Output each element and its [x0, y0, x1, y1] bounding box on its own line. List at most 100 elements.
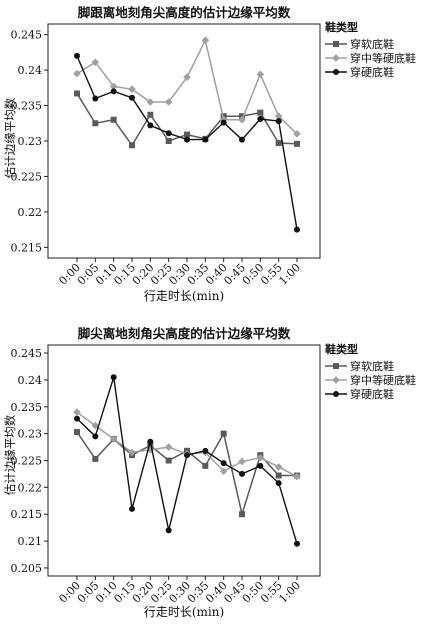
data-point: [165, 138, 172, 144]
data-point: [165, 527, 172, 534]
data-point: [257, 462, 264, 469]
data-point: [275, 472, 282, 479]
data-point: [92, 120, 99, 127]
y-tick-label: 0.245: [11, 29, 43, 42]
data-point: [147, 111, 154, 118]
data-point: [147, 442, 154, 449]
legend-swatch: [325, 69, 347, 75]
plot-area: 0.2150.220.2250.230.2350.240.2450:000:05…: [11, 23, 321, 288]
series-line: [76, 411, 298, 478]
data-point: [202, 447, 209, 454]
plot-frame: [47, 344, 321, 577]
legend-swatch: [325, 41, 347, 47]
y-tick-label: 0.225: [11, 170, 43, 183]
data-point: [147, 122, 154, 129]
legend-swatch: [325, 54, 347, 62]
y-tick-label: 0.22: [18, 481, 43, 494]
legend-item: 穿软底鞋: [325, 359, 416, 373]
data-point: [74, 429, 80, 436]
legend-label: 穿中等硬底鞋: [350, 52, 416, 65]
data-point: [129, 94, 135, 101]
y-tick-label: 0.24: [18, 64, 43, 77]
data-point: [202, 136, 209, 143]
data-point: [91, 58, 100, 67]
data-point: [275, 118, 282, 125]
data-point: [257, 109, 264, 116]
data-point: [257, 116, 264, 123]
data-point: [129, 505, 135, 512]
legend-title: 鞋类型: [325, 21, 358, 34]
data-point: [74, 90, 80, 97]
y-tick-label: 0.235: [11, 401, 43, 414]
y-tick-label: 0.215: [11, 241, 43, 254]
y-tick-label: 0.235: [11, 100, 43, 113]
data-point: [294, 226, 300, 233]
y-tick-label: 0.205: [11, 562, 43, 575]
legend-marker: [333, 363, 339, 369]
legend-label: 穿软底鞋: [350, 38, 394, 51]
legend-item: 穿中等硬底鞋: [325, 373, 416, 387]
y-tick-label: 0.215: [11, 508, 43, 521]
data-point: [91, 421, 100, 430]
data-point: [165, 130, 172, 137]
data-point: [220, 430, 227, 437]
data-point: [184, 452, 190, 459]
y-axis-label: 估计边缘平均数: [3, 97, 17, 179]
data-point: [109, 82, 118, 91]
data-point: [110, 374, 117, 381]
data-point: [294, 540, 300, 547]
data-point: [274, 112, 283, 120]
chart-panel-heel: 脚跟离地刻角尖高度的估计边缘平均数 0.215 0.22 0.225 0.23 0.23…: [0, 0, 442, 313]
data-point: [92, 95, 99, 102]
data-point: [92, 433, 99, 440]
data-point: [239, 470, 245, 477]
data-point: [275, 480, 282, 487]
chart-title: 脚尖离地刻角尖高度的估计边缘平均数: [77, 326, 291, 341]
data-point: [183, 73, 191, 81]
legend: 鞋类型 穿软底鞋 穿中等硬底鞋 穿硬底鞋: [325, 341, 416, 401]
legend-marker: [332, 376, 340, 384]
data-point: [110, 88, 117, 95]
data-point: [128, 448, 136, 457]
y-tick-label: 0.225: [11, 455, 43, 468]
data-point: [202, 462, 209, 469]
data-point: [184, 136, 190, 143]
series-line: [76, 376, 298, 545]
y-tick-label: 0.22: [18, 206, 43, 219]
legend-title: 鞋类型: [325, 343, 358, 356]
data-point: [109, 435, 118, 443]
y-tick-label: 0.245: [11, 347, 43, 360]
y-tick-label: 0.21: [18, 535, 43, 548]
series-line: [76, 431, 297, 518]
legend-item: 穿硬底鞋: [325, 65, 416, 79]
x-axis-label: 行走时长(min): [143, 605, 225, 619]
data-point: [128, 85, 136, 94]
data-point: [256, 70, 265, 79]
data-point: [220, 460, 227, 467]
data-point: [147, 438, 154, 445]
y-axis-label: 估计边缘平均数: [3, 414, 17, 496]
chart-title: 脚跟离地刻角尖高度的估计边缘平均数: [77, 5, 291, 20]
data-point: [256, 454, 265, 462]
data-point: [238, 457, 246, 466]
plot-area: 0.205 0.21 0.215 0.22 0.225 0.23 0.235 0.24 0.24…: [11, 344, 321, 606]
data-point: [165, 457, 172, 464]
data-point: [129, 142, 135, 149]
data-point: [293, 130, 301, 138]
legend-item: 穿软底鞋: [325, 37, 416, 51]
data-point: [219, 467, 228, 476]
data-point: [184, 131, 190, 138]
legend-marker: [333, 69, 339, 75]
data-point: [220, 119, 227, 126]
data-point: [164, 443, 173, 451]
legend-label: 穿硬底鞋: [350, 388, 394, 401]
y-tick-label: 0.23: [18, 428, 43, 441]
x-axis-label: 行走时长(min): [143, 289, 225, 303]
data-point: [92, 455, 99, 462]
data-point: [74, 52, 80, 59]
y-tick-label: 0.24: [18, 374, 43, 387]
data-point: [146, 98, 155, 106]
data-point: [293, 472, 301, 481]
data-point: [201, 36, 210, 45]
data-point: [146, 445, 155, 454]
